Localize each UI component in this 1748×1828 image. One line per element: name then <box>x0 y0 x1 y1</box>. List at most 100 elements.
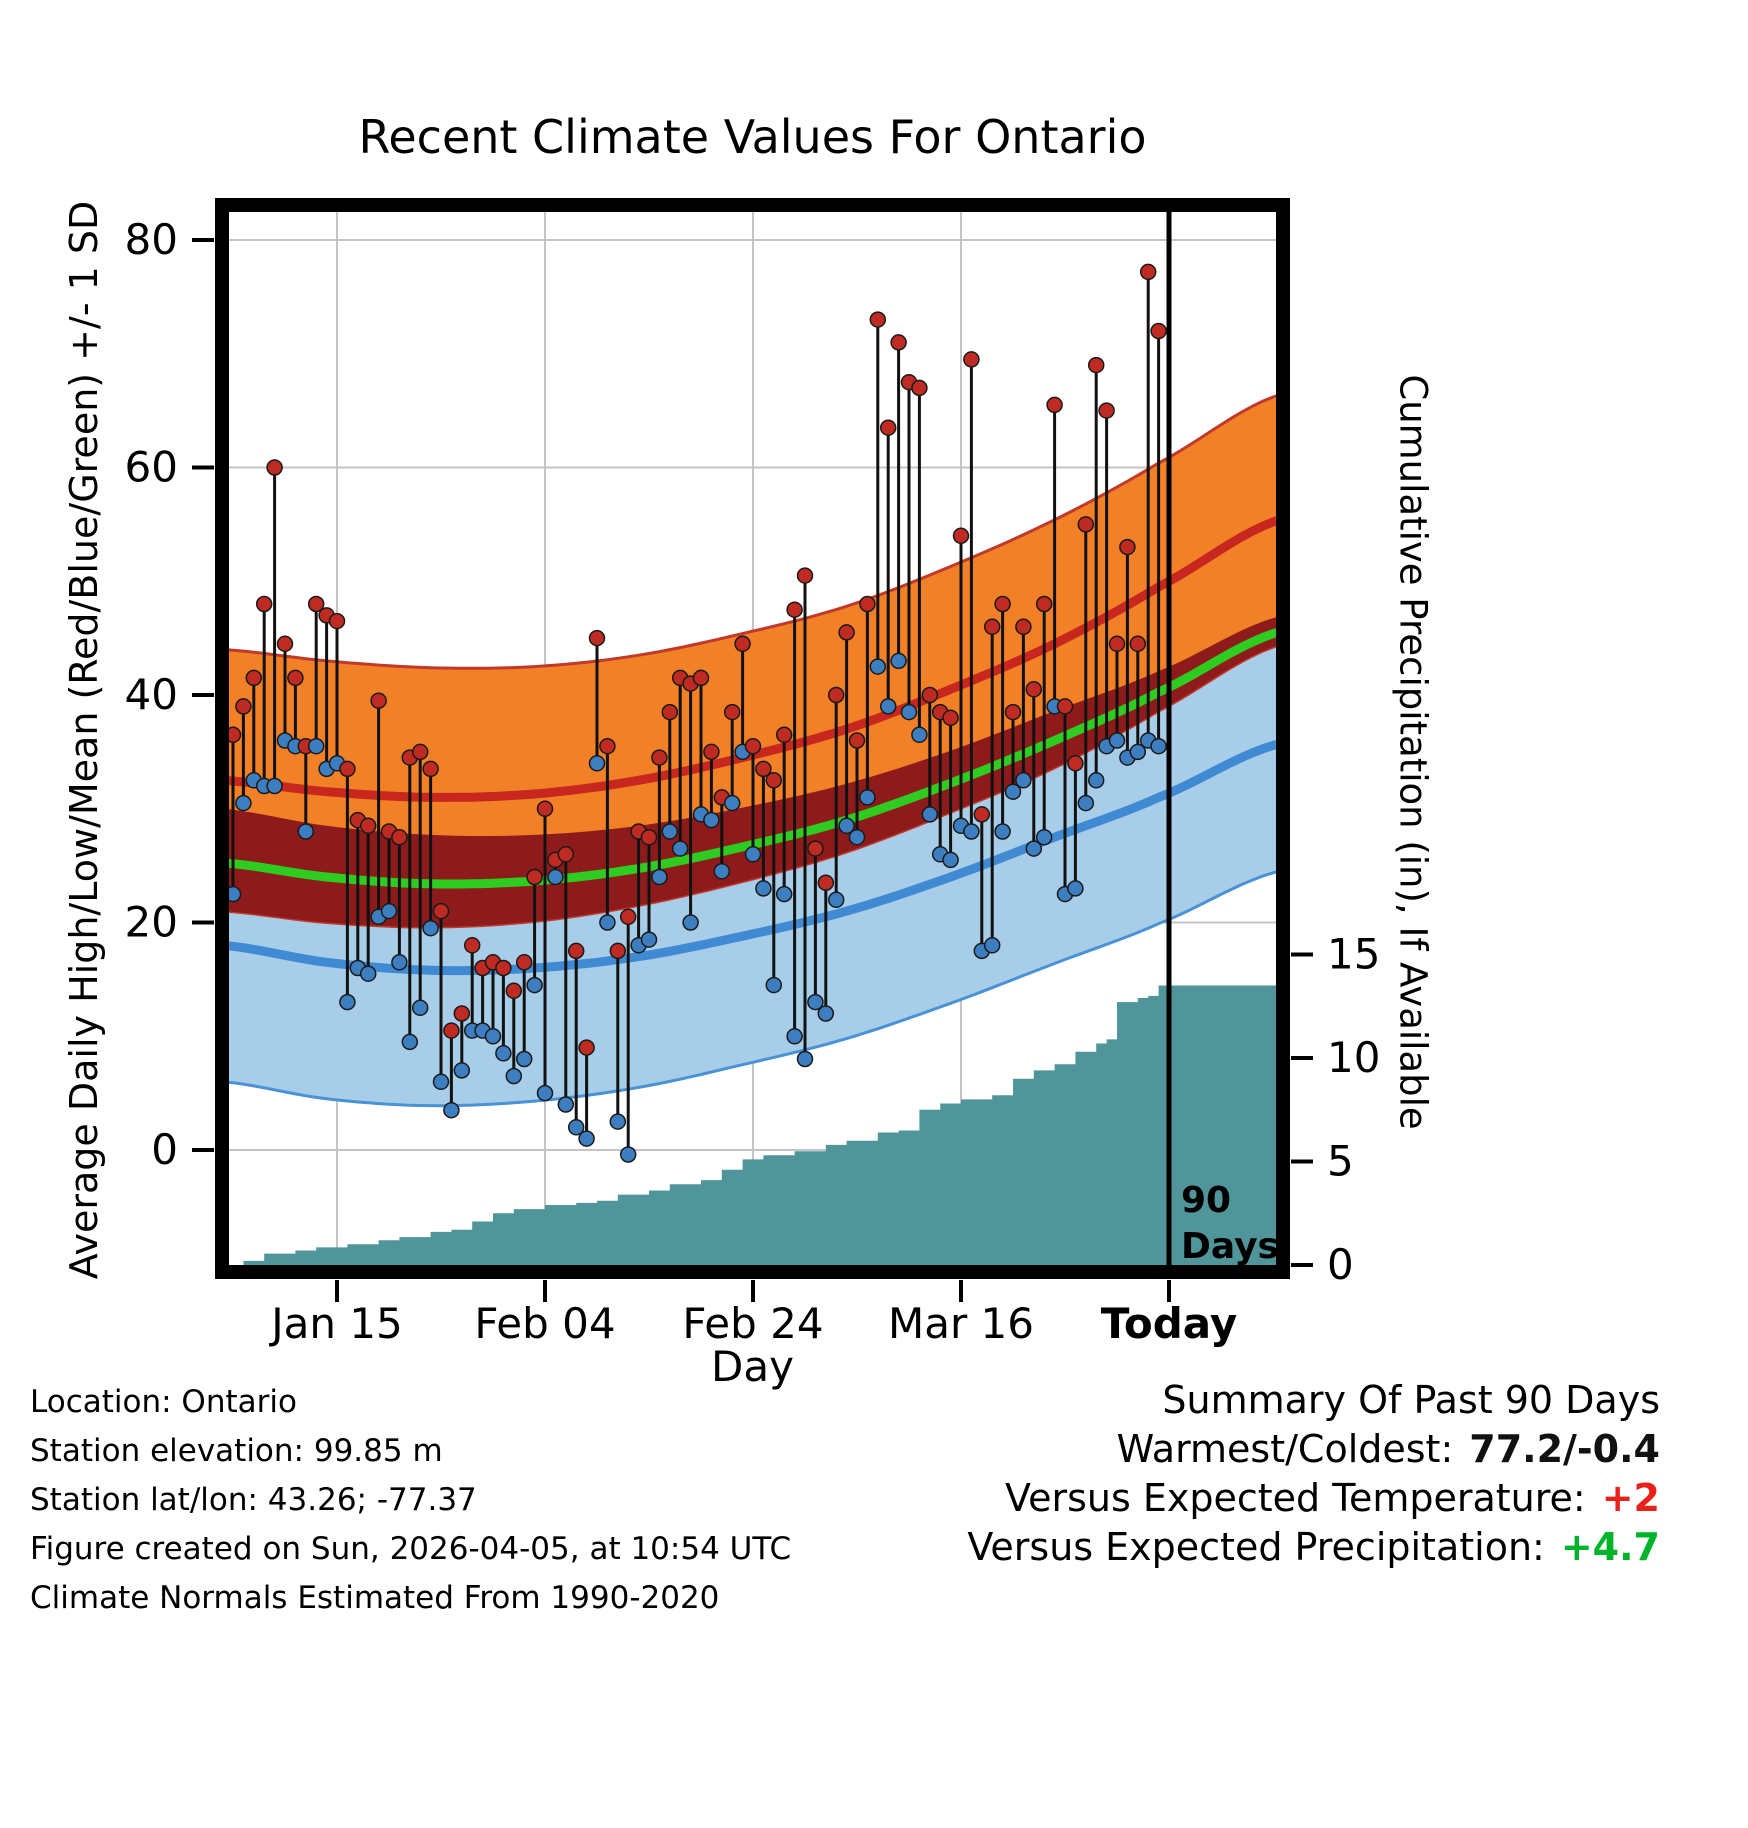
daily-high-point <box>755 760 772 778</box>
daily-low-point <box>879 698 897 715</box>
daily-low-point <box>848 828 866 846</box>
daily-high-point <box>526 868 543 886</box>
daily-low-point <box>640 931 658 948</box>
daily-low-point <box>391 954 408 971</box>
daily-high-point <box>245 669 263 687</box>
daily-high-point <box>567 942 585 960</box>
daily-high-point <box>422 760 439 778</box>
daily-low-point <box>775 885 793 903</box>
daily-low-point <box>307 737 325 755</box>
precip-area <box>243 985 1283 1265</box>
daily-high-point <box>994 595 1011 613</box>
daily-low-point <box>796 1050 814 1068</box>
plot-area <box>222 205 1283 1272</box>
daily-high-point <box>744 737 762 755</box>
daily-low-point <box>235 794 252 812</box>
daily-low-point <box>443 1101 460 1119</box>
daily-high-point <box>734 635 751 653</box>
footer-line-normals: Climate Normals Estimated From 1990-2020 <box>30 1580 720 1616</box>
daily-high-point <box>1150 322 1167 340</box>
daily-low-point <box>921 806 939 823</box>
daily-high-point <box>505 982 523 1000</box>
daily-high-point <box>661 703 679 721</box>
summary-label: Versus Expected Temperature: <box>1005 1476 1586 1520</box>
daily-high-point <box>609 942 627 960</box>
daily-low-point <box>859 789 876 806</box>
x-axis-title: Day <box>711 1342 794 1391</box>
x-tick-label: Feb 24 <box>682 1299 823 1348</box>
daily-high-point <box>817 874 835 891</box>
daily-low-point <box>983 937 1001 954</box>
axis-ticks: 0 20 40 60 80 0 5 10 15 Jan 15 Feb 04 Feb 24 Mar 16 T… <box>125 215 1381 1348</box>
summary-label: Versus Expected Precipitation: <box>967 1525 1545 1569</box>
daily-low-point <box>765 976 783 994</box>
plot-frame <box>215 198 1290 1279</box>
right-tick-label: 5 <box>1327 1137 1354 1186</box>
overlap-band <box>222 615 1283 927</box>
daily-low-point <box>547 868 564 886</box>
daily-high-point <box>557 846 575 863</box>
daily-low-point <box>703 811 720 829</box>
x-tick-label: Mar 16 <box>888 1299 1034 1348</box>
daily-low-point <box>651 868 668 886</box>
summary-panel: Summary Of Past 90 Days Warmest/Coldest:… <box>967 1376 1660 1572</box>
daily-high-point <box>328 612 346 630</box>
daily-low-point <box>484 1028 502 1045</box>
daily-low-point <box>588 755 606 772</box>
daily-high-point <box>807 840 824 857</box>
daily-high-point <box>1046 396 1063 414</box>
daily-high-point <box>1056 698 1074 715</box>
summary-row-vs-temperature: Versus Expected Temperature: +2 <box>967 1474 1660 1523</box>
left-tick-label: 0 <box>151 1125 178 1174</box>
daily-low-point <box>1067 880 1084 897</box>
daily-high-point <box>255 595 273 613</box>
daily-high-point <box>411 743 429 761</box>
daily-high-point <box>1129 635 1147 653</box>
daily-high-point <box>619 908 637 926</box>
daily-low-point <box>422 919 439 937</box>
daily-low-point <box>1004 783 1022 800</box>
summary-row-vs-precipitation: Versus Expected Precipitation: +4.7 <box>967 1523 1660 1572</box>
daily-high-point <box>307 595 325 613</box>
daily-low-point <box>1025 840 1043 857</box>
daily-low-point <box>1087 772 1105 789</box>
daily-high-point <box>1108 635 1126 653</box>
left-tick-label: 20 <box>125 898 178 947</box>
daily-high-point <box>599 737 616 755</box>
daily-low-point <box>1150 737 1167 755</box>
daily-high-point <box>339 760 356 778</box>
daily-low-point <box>432 1073 450 1091</box>
daily-high-point <box>463 937 481 954</box>
daily-high-point <box>536 800 554 818</box>
daily-high-point <box>703 743 720 761</box>
right-tick-label: 15 <box>1327 930 1380 979</box>
daily-low-point <box>942 851 959 869</box>
daily-high-point <box>287 669 304 687</box>
summary-label: Warmest/Coldest: <box>1116 1427 1454 1471</box>
daily-high-point <box>515 954 533 971</box>
daily-high-point <box>495 959 512 977</box>
x-tick-label: Today <box>1101 1299 1237 1348</box>
daily-high-point <box>848 732 866 749</box>
daily-high-point <box>359 817 377 835</box>
left-tick-label: 80 <box>125 215 178 264</box>
daily-high-point <box>1119 538 1136 556</box>
daily-low-point <box>713 863 731 880</box>
daily-low-point <box>411 999 429 1017</box>
daily-low-point <box>723 794 741 812</box>
daily-low-point <box>339 993 356 1011</box>
daily-high-point <box>1098 402 1115 419</box>
daily-high-point <box>432 902 450 920</box>
daily-low-point <box>817 1005 835 1022</box>
daily-high-point <box>952 527 970 545</box>
daily-high-point <box>765 772 783 789</box>
footer-line-elevation: Station elevation: 99.85 m <box>30 1433 443 1469</box>
daily-high-point <box>443 1022 460 1039</box>
ninety-days-text: Days <box>1181 1226 1279 1267</box>
daily-high-point <box>869 311 887 328</box>
daily-high-point <box>651 749 668 766</box>
daily-high-point <box>578 1039 595 1056</box>
daily-high-point <box>1035 595 1053 613</box>
daily-high-point <box>1077 516 1095 533</box>
